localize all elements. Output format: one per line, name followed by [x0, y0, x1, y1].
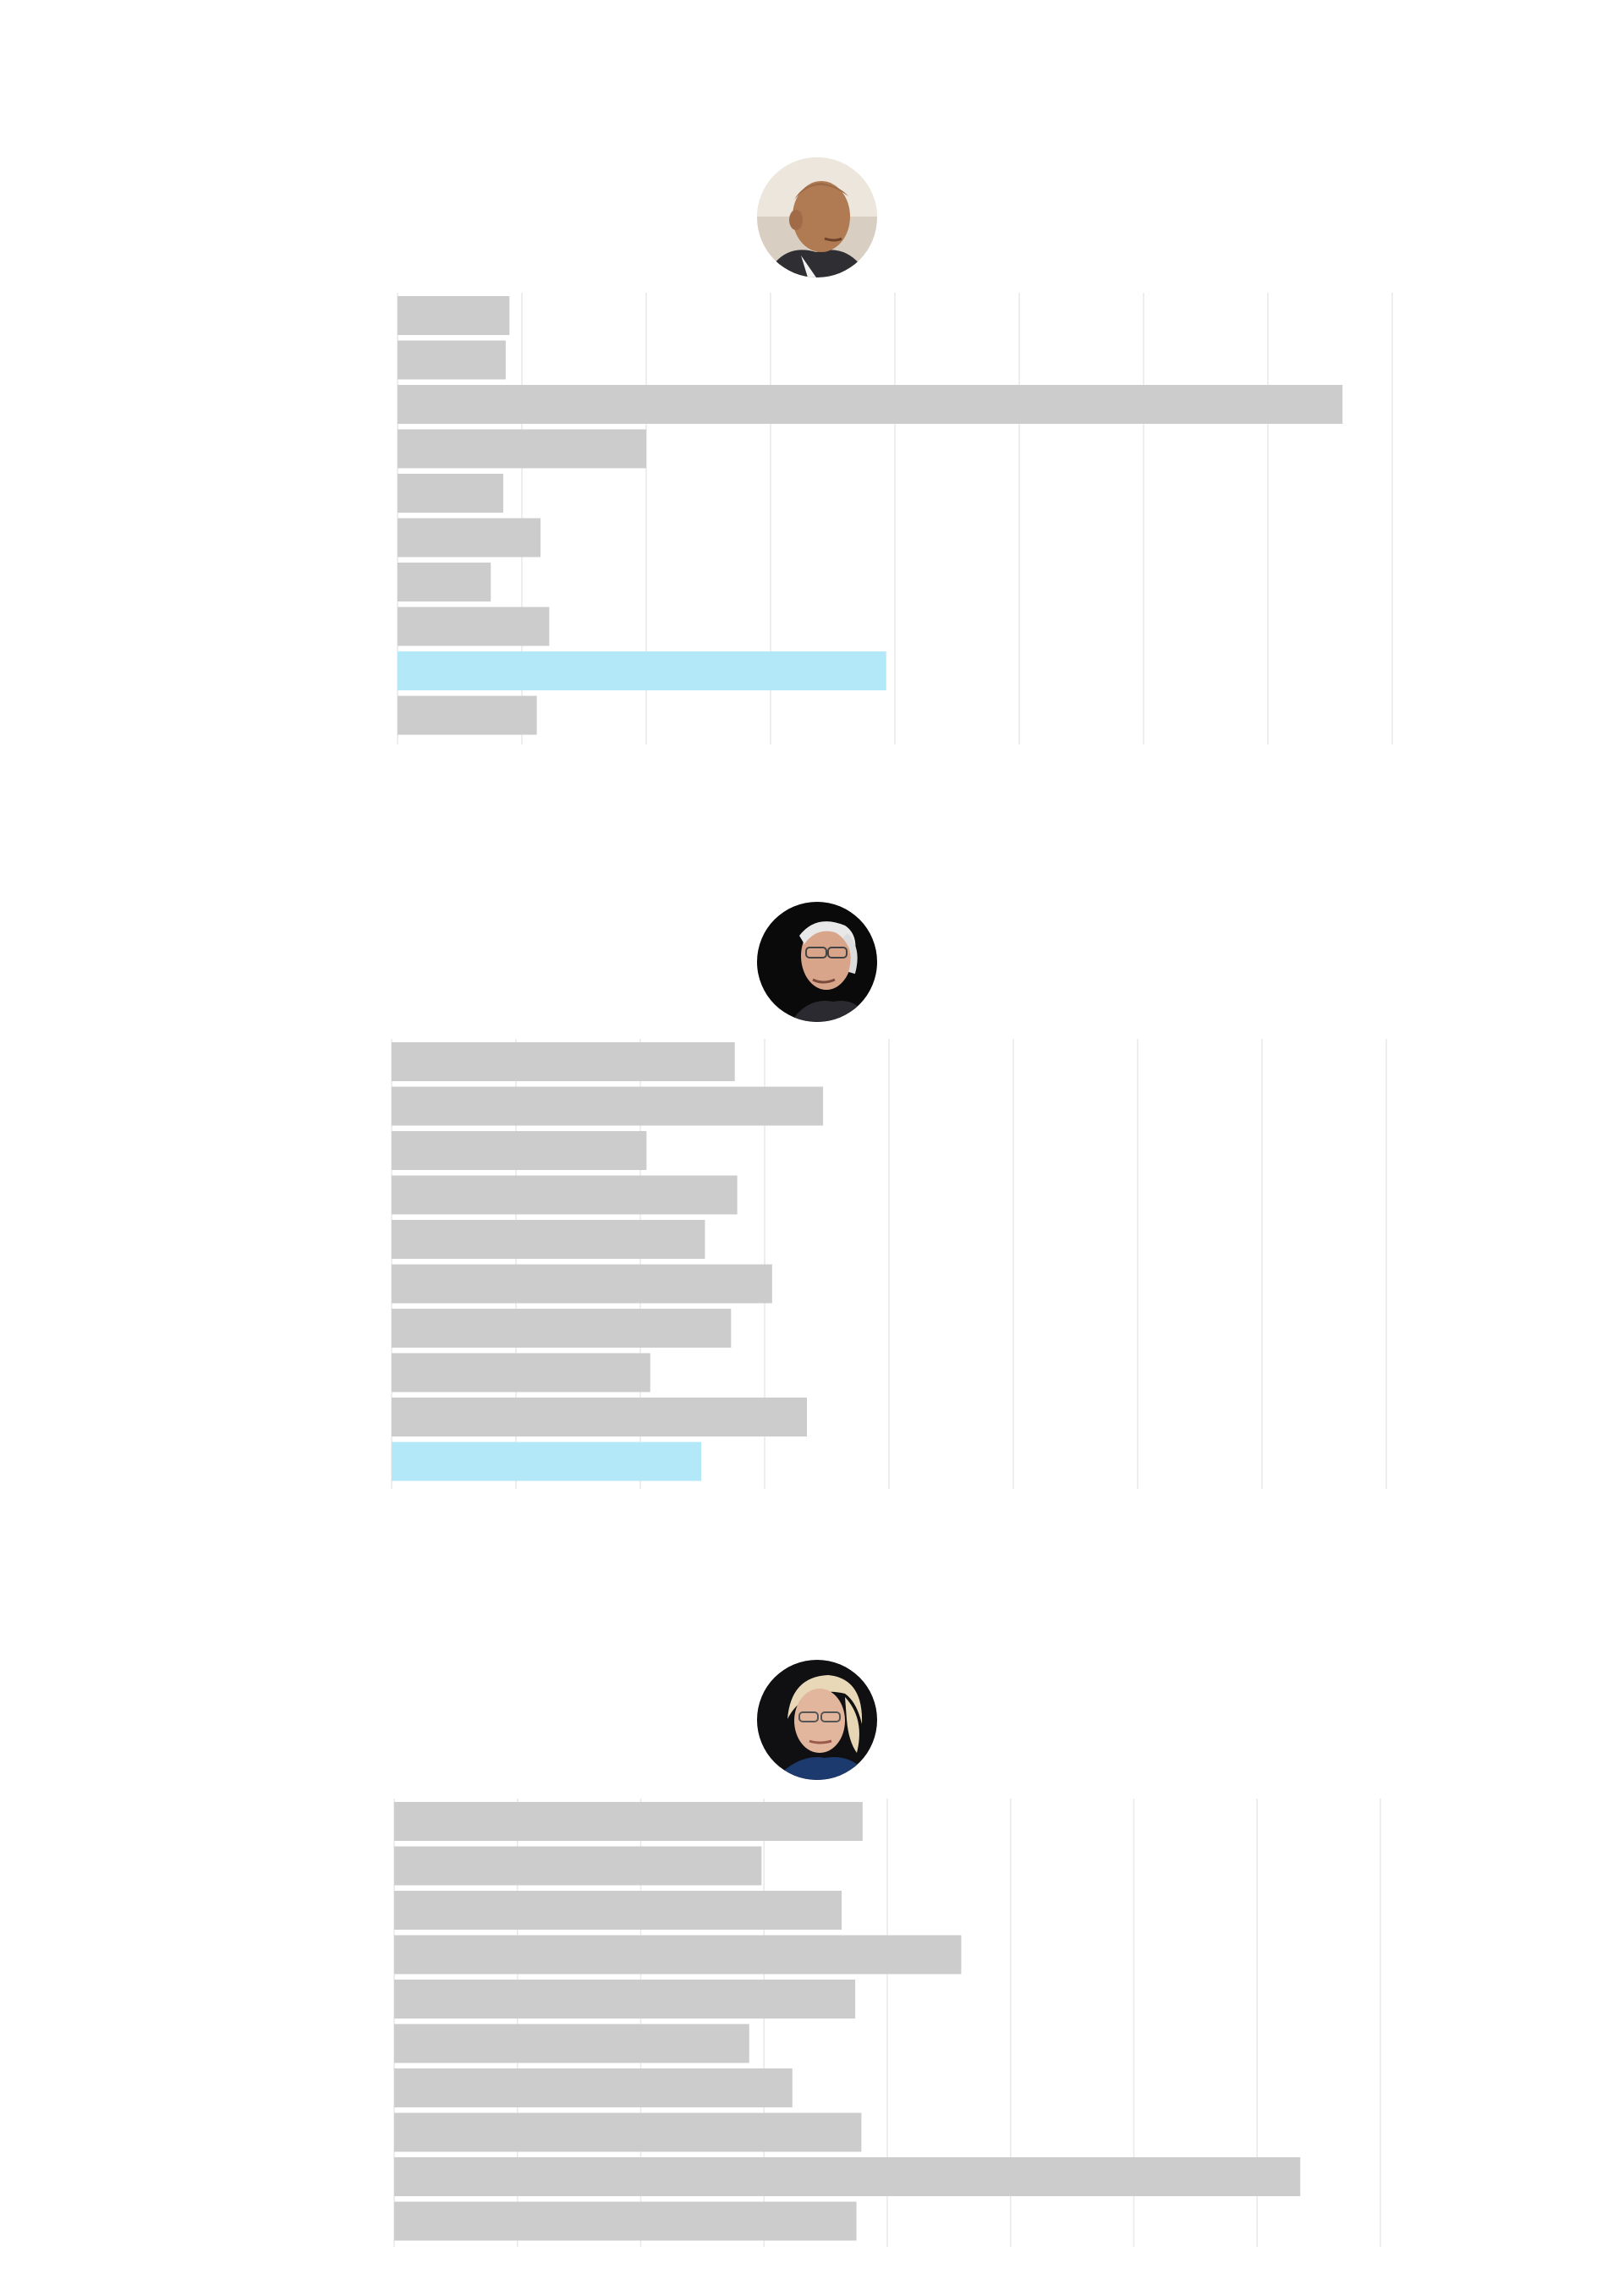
- bar: [394, 2201, 857, 2241]
- bar: [398, 340, 506, 380]
- highlighted-bar: [398, 651, 886, 690]
- bar: [394, 1846, 762, 1886]
- bar: [398, 296, 510, 335]
- bar: [394, 2157, 1301, 2196]
- bar: [398, 474, 503, 513]
- bar: [392, 1309, 732, 1348]
- candidate-photo-3: [757, 1660, 877, 1780]
- bar: [392, 1264, 772, 1304]
- chart-panel-3: [0, 1502, 1624, 2247]
- bar: [398, 695, 537, 735]
- candidate-photo-2: [757, 902, 877, 1022]
- bar: [394, 2068, 793, 2107]
- bar: [398, 563, 491, 601]
- highlighted-bar: [392, 1442, 702, 1481]
- bar: [394, 1980, 856, 2019]
- bar: [392, 1042, 735, 1081]
- bar: [394, 1891, 842, 1930]
- bar: [394, 2024, 749, 2063]
- bar: [394, 2112, 862, 2152]
- bar: [392, 1220, 705, 1259]
- chart-panel-2: [0, 744, 1624, 1489]
- bar-chart-1: [397, 293, 1393, 744]
- bar: [398, 518, 541, 558]
- bar-chart-2: [391, 1039, 1387, 1489]
- bar: [392, 1086, 824, 1126]
- bar: [398, 385, 1343, 424]
- chart-panel-1: [0, 0, 1624, 744]
- bar: [394, 1802, 863, 1841]
- bar: [392, 1175, 738, 1215]
- bar: [398, 429, 646, 469]
- bar: [394, 1935, 962, 1975]
- bar: [392, 1353, 650, 1392]
- bar: [392, 1131, 647, 1170]
- bar: [398, 607, 550, 646]
- bar-chart-3: [393, 1799, 1381, 2247]
- bar: [392, 1398, 807, 1436]
